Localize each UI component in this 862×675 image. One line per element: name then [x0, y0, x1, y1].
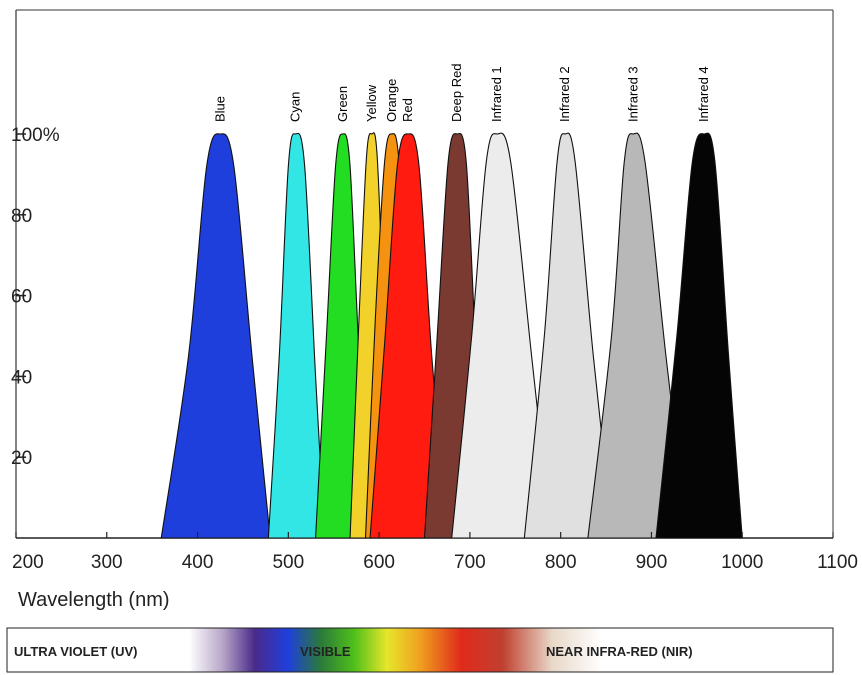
spectrum-uv-label: ULTRA VIOLET (UV): [14, 644, 138, 659]
series-area-infrared-3: [587, 132, 689, 539]
y-tick-label-80: 80: [11, 206, 32, 227]
x-tick-label-300: 300: [91, 552, 123, 573]
x-tick-label-600: 600: [363, 552, 395, 573]
y-tick-label-100: 100%: [11, 125, 60, 146]
x-tick-label-800: 800: [545, 552, 577, 573]
y-tick-label-20: 20: [11, 448, 32, 469]
series-area-cyan: [267, 132, 326, 539]
series-area-infrared-4: [655, 132, 743, 539]
series-label-infrared-3: Infrared 3: [625, 66, 640, 122]
series-area-infrared-1: [451, 132, 553, 539]
series-label-orange: Orange: [384, 79, 399, 122]
x-tick-label-700: 700: [454, 552, 486, 573]
x-tick-label-500: 500: [272, 552, 304, 573]
x-tick-label-200: 200: [12, 552, 44, 573]
series-label-red: Red: [400, 98, 415, 122]
x-tick-label-900: 900: [636, 552, 668, 573]
x-tick-label-400: 400: [182, 552, 214, 573]
x-tick-label-1100: 1100: [817, 552, 858, 573]
series-area-blue: [160, 133, 271, 539]
series-label-green: Green: [335, 86, 350, 122]
x-axis-title: Wavelength (nm): [18, 589, 170, 611]
spectrum-nir-label: NEAR INFRA-RED (NIR): [546, 644, 693, 659]
series-label-infrared-2: Infrared 2: [557, 66, 572, 122]
series-label-blue: Blue: [212, 96, 227, 122]
series-label-yellow: Yellow: [364, 84, 379, 122]
y-tick-label-40: 40: [11, 367, 32, 388]
spectrum-visible-label: VISIBLE: [300, 644, 351, 659]
series-area-red: [369, 133, 448, 539]
series-label-infrared-4: Infrared 4: [696, 66, 711, 122]
series-area-infrared-2: [523, 132, 614, 539]
x-tick-label-1000: 1000: [721, 552, 763, 573]
series-label-deep-red: Deep Red: [449, 63, 464, 122]
series-label-infrared-1: Infrared 1: [489, 66, 504, 122]
spectrum-bar: [6, 627, 834, 673]
series-label-cyan: Cyan: [288, 92, 303, 122]
y-tick-label-60: 60: [11, 287, 32, 308]
